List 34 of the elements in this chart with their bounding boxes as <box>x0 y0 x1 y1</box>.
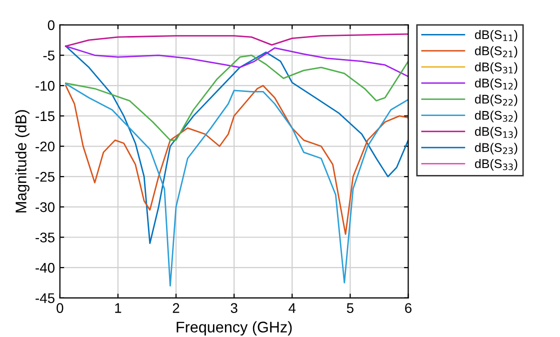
y-tick-label: -35 <box>36 232 54 242</box>
x-tick-label: 2 <box>172 303 180 313</box>
legend-label: dB(S$_{23}$) <box>474 142 518 154</box>
x-tick-label: 5 <box>346 303 354 313</box>
y-tick-label: -5 <box>43 50 54 60</box>
legend-label: dB(S$_{11}$) <box>474 30 518 42</box>
x-axis-title: Frequency (GHz) <box>176 321 292 336</box>
y-tick-label: 0 <box>48 20 55 30</box>
line-series <box>65 84 408 235</box>
line-series <box>65 83 408 286</box>
y-tick-label: -15 <box>36 111 54 122</box>
x-tick-label: 3 <box>230 303 238 313</box>
legend-label: dB(S$_{21}$) <box>474 46 518 58</box>
legend-label: dB(S$_{22}$) <box>474 94 518 106</box>
y-axis-title: Magnitude (dB) <box>15 110 30 212</box>
line-series <box>65 45 408 78</box>
line-series <box>65 33 408 47</box>
legend-label: dB(S$_{32}$) <box>474 110 518 122</box>
x-tick-label: 4 <box>288 303 296 313</box>
line-series <box>65 45 408 244</box>
y-tick-label: -40 <box>36 262 55 273</box>
y-tick-label: -30 <box>36 202 55 212</box>
x-tick-label: 0 <box>56 303 64 313</box>
line-series <box>65 54 408 141</box>
y-tick-label: -20 <box>36 142 55 152</box>
legend-label: dB(S$_{31}$) <box>474 62 518 74</box>
y-tick-label: -45 <box>36 293 54 304</box>
legend-label: dB(S$_{12}$) <box>474 78 518 90</box>
y-tick-label: -10 <box>36 80 55 91</box>
x-tick-label: 1 <box>115 303 122 313</box>
y-tick-label: -25 <box>36 172 54 182</box>
legend-label: dB(S$_{33}$) <box>474 158 518 171</box>
x-tick-label: 6 <box>405 303 412 313</box>
legend-label: dB(S$_{13}$) <box>474 126 518 138</box>
